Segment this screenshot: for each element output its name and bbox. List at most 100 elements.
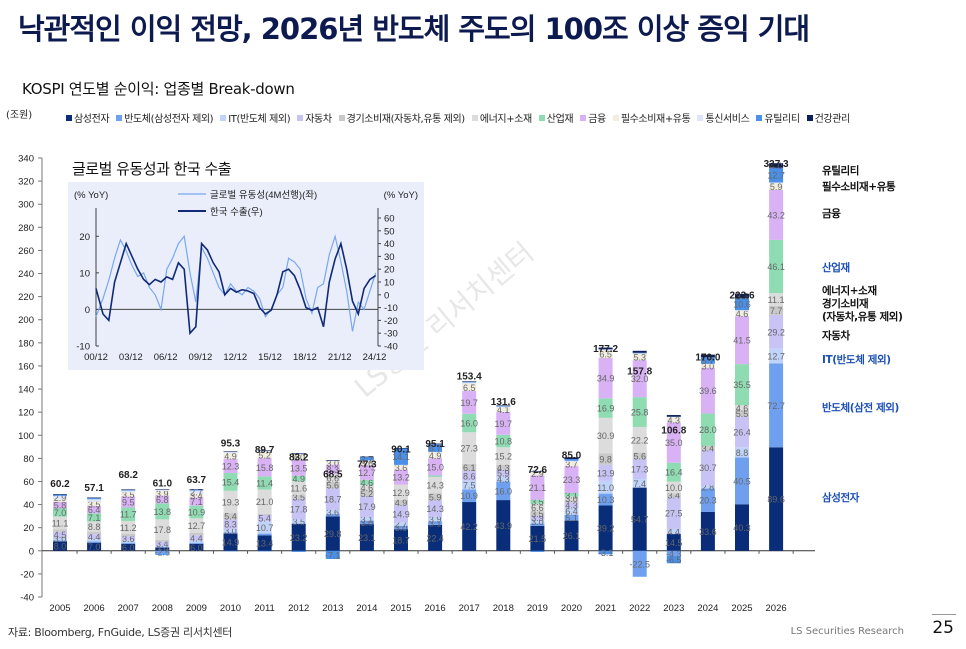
x-tick-label: 2023 (663, 603, 684, 614)
bar-segment (735, 405, 749, 411)
segment-label: 10.9 (460, 491, 478, 501)
total-label: 68.5 (323, 470, 343, 481)
bar-segment (700, 488, 715, 512)
segment-label: 8.8 (88, 522, 101, 532)
segment-label: 6.6 (531, 503, 544, 513)
bar-segment (700, 367, 715, 414)
segment-label: 3.5 (88, 499, 101, 509)
bar-segment (223, 452, 238, 454)
y-tick-label: 60 (23, 477, 34, 488)
segment-label: 26.1 (563, 531, 581, 541)
segment-label: 3.4 (668, 491, 681, 501)
bar-segment (769, 163, 784, 168)
y-tick-label: 260 (18, 246, 34, 257)
segment-label: 25.8 (631, 408, 649, 418)
total-label: 106.8 (661, 425, 686, 436)
segment-label: 3.5 (531, 497, 544, 507)
bar-segment (291, 523, 306, 524)
bar-segment (257, 450, 272, 451)
bar-segment (155, 489, 170, 492)
bar-segment (155, 491, 170, 496)
bar-segment (632, 353, 647, 355)
bar-segment (666, 417, 681, 423)
segment-label: 2.8 (702, 482, 715, 492)
bar-segment (632, 452, 647, 460)
segment-label: 13.4 (256, 539, 274, 549)
bar-segment (155, 541, 170, 546)
legend-swatch (806, 114, 813, 121)
bar-segment (53, 529, 67, 532)
bar-segment (462, 413, 477, 433)
segment-label: 8.8 (736, 448, 749, 458)
bar-segment (666, 528, 681, 535)
legend-swatch (580, 114, 587, 121)
bar-segment (223, 533, 238, 551)
bar-segment (598, 347, 613, 350)
bar-segment (496, 481, 511, 501)
bar-segment (428, 521, 443, 525)
legend-swatch (538, 114, 545, 121)
segment-label: 5.4 (224, 512, 237, 522)
x-tick-label: 2009 (186, 603, 207, 614)
bar-segment (769, 239, 784, 294)
bar-segment (462, 381, 477, 383)
segment-label: 15.2 (495, 452, 513, 462)
legend-label: 에너지+소재 (479, 114, 532, 125)
segment-label: 6.1 (463, 463, 476, 473)
segment-label: 2.7 (190, 488, 203, 498)
x-tick-label: 2020 (561, 603, 582, 614)
bar-segment (359, 479, 374, 486)
segment-label: 14.5 (665, 538, 683, 548)
bar-segment (325, 461, 340, 465)
segment-label: 27.3 (460, 444, 478, 454)
total-label: 95.3 (221, 439, 241, 450)
bar-segment (428, 516, 443, 522)
inset-left-tick-label: 0 (85, 305, 90, 316)
sector-annotation: 산업재 (822, 262, 850, 274)
bar-segment (53, 508, 67, 517)
segment-label: -2.5 (155, 548, 171, 558)
segment-label: 8.3 (327, 465, 340, 475)
segment-label: 4.9 (224, 452, 237, 462)
segment-label: 23.3 (563, 475, 581, 485)
segment-label: 4.9 (292, 474, 305, 484)
segment-label: 10.0 (665, 483, 683, 493)
bar-segment (666, 415, 681, 417)
segment-label: 6.6 (327, 474, 340, 484)
bar-segment (87, 513, 102, 522)
bar-segment (155, 489, 170, 490)
bar-segment (735, 504, 749, 551)
bar-segment (496, 406, 511, 408)
bar-segment (598, 398, 613, 418)
segment-label: 27.5 (665, 509, 683, 519)
legend-swatch (697, 114, 704, 121)
bar-segment (223, 453, 238, 459)
inset-x-tick-label: 18/12 (293, 352, 317, 363)
segment-label: 10.7 (256, 523, 274, 533)
bar-segment (530, 519, 545, 524)
bar-segment (223, 532, 238, 534)
legend-label: 필수소비재+유통 (620, 114, 691, 125)
bar-segment (632, 459, 647, 480)
bar-segment (189, 489, 204, 490)
segment-label: 3.4 (190, 491, 203, 501)
bar-segment (87, 499, 102, 502)
inset-left-tick-label: -10 (76, 342, 90, 353)
bar-segment (121, 507, 136, 521)
legend-item: 삼성전자 (66, 110, 110, 125)
segment-label: 3.0 (395, 523, 408, 533)
bar-segment (257, 450, 272, 453)
legend-swatch (756, 114, 763, 121)
segment-label: 3.0 (565, 494, 578, 504)
inset-line-chart: (% YoY) (% YoY) 글로벌 유동성(4M선행)(좌) 한국 수출(우) -1… (74, 189, 418, 363)
bar-segment (325, 514, 340, 517)
bar-segment (394, 499, 408, 506)
unit-label: (조원) (6, 110, 33, 121)
sector-annotation: 필수소비재+유통 (822, 181, 896, 193)
inset-legend-label: 한국 수출(우) (210, 207, 263, 218)
segment-label: 3.0 (327, 458, 340, 468)
bar-segment (735, 310, 749, 317)
inset-right-tick-label: -30 (384, 329, 398, 340)
bar-segment (257, 489, 272, 514)
segment-label: 14.1 (392, 452, 410, 462)
